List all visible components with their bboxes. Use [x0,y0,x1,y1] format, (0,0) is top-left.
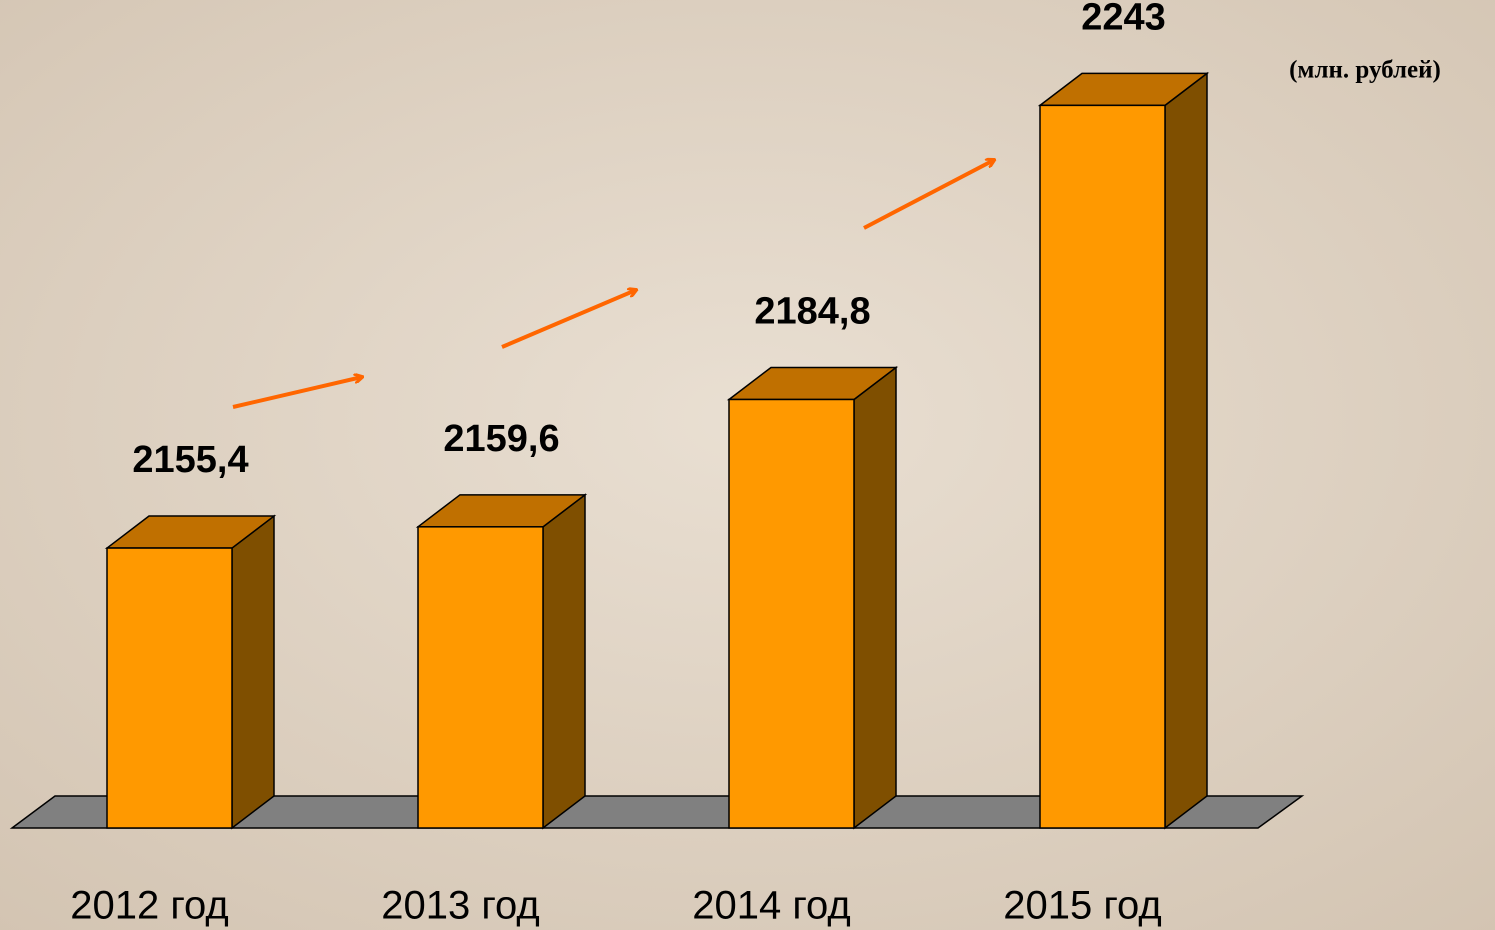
bar-side [231,514,275,830]
bar-side [853,365,897,830]
x-tick-label: 2012 год [70,884,229,928]
unit-label: (млн. рублей) [1289,57,1441,84]
x-tick-label: 2015 год [1003,884,1162,928]
bar [728,398,855,829]
arrow [863,160,994,230]
arrow [501,290,636,349]
trend-arrows [232,160,994,409]
bar [106,547,233,829]
value-label: 2184,8 [754,291,870,333]
arrow [232,377,362,409]
x-tick-label: 2013 год [381,884,540,928]
value-label: 2155,4 [132,439,248,481]
x-tick-label: 2014 год [692,884,851,928]
bar [1039,104,1166,829]
bar-side [542,493,586,830]
value-label: 2243 [1081,0,1166,38]
value-label: 2159,6 [443,418,559,460]
bar [417,526,544,829]
bar-side [1164,71,1208,830]
